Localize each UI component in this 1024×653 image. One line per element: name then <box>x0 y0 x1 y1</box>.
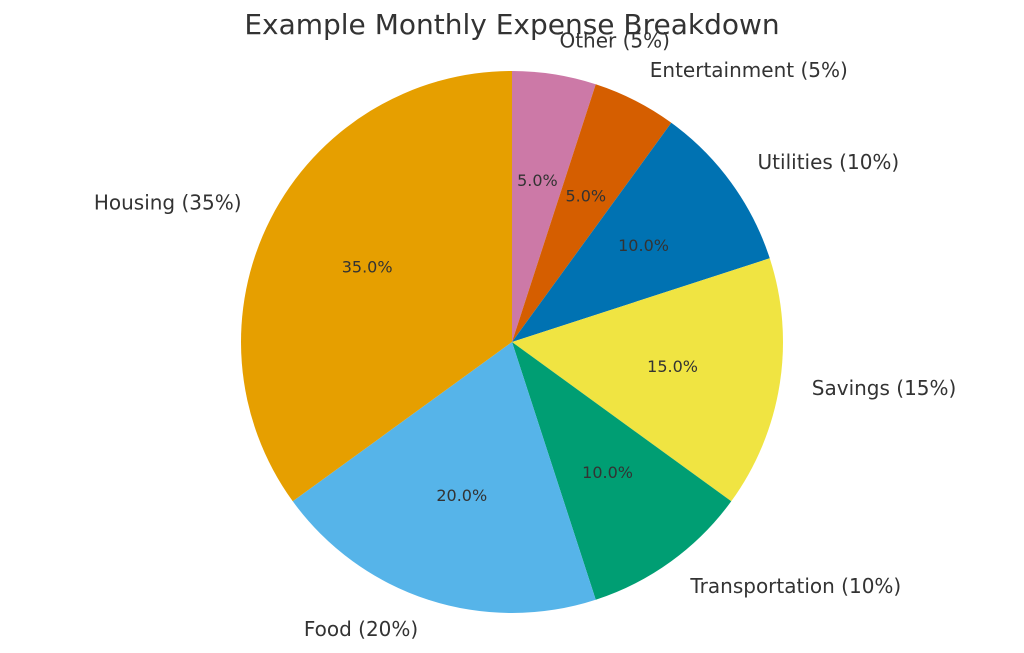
pie-slice <box>512 122 770 342</box>
pie-slice <box>512 258 783 502</box>
slice-percent-label: 5.0% <box>565 187 606 206</box>
slice-label: Other (5%) <box>559 29 669 53</box>
pie-slice <box>241 71 512 502</box>
slice-label: Savings (15%) <box>812 376 957 400</box>
pie-slice <box>292 342 596 614</box>
pie-slice <box>512 342 732 600</box>
pie-slice <box>512 71 596 342</box>
pie-slices <box>241 71 783 614</box>
chart-title: Example Monthly Expense Breakdown <box>244 8 779 41</box>
slice-percent-label: 10.0% <box>618 236 669 255</box>
slice-percent-label: 10.0% <box>582 463 633 482</box>
pie-slice <box>512 84 672 343</box>
slice-percent-label: 35.0% <box>342 258 393 277</box>
slice-percent-label: 20.0% <box>436 486 487 505</box>
slice-percent-label: 5.0% <box>517 171 558 190</box>
slice-labels: Other (5%) 5.0% Entertainment (5%) 5.0% Util… <box>94 29 957 641</box>
slice-percent-label: 15.0% <box>647 357 698 376</box>
slice-label: Food (20%) <box>304 617 418 641</box>
slice-label: Utilities (10%) <box>758 150 900 174</box>
slice-label: Entertainment (5%) <box>650 58 848 82</box>
slice-label: Housing (35%) <box>94 191 242 215</box>
slice-label: Transportation (10%) <box>689 574 901 598</box>
